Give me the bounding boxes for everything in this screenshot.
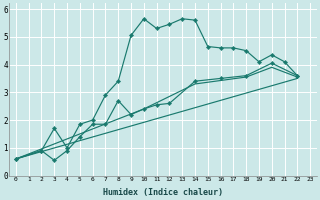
X-axis label: Humidex (Indice chaleur): Humidex (Indice chaleur) <box>103 188 223 197</box>
